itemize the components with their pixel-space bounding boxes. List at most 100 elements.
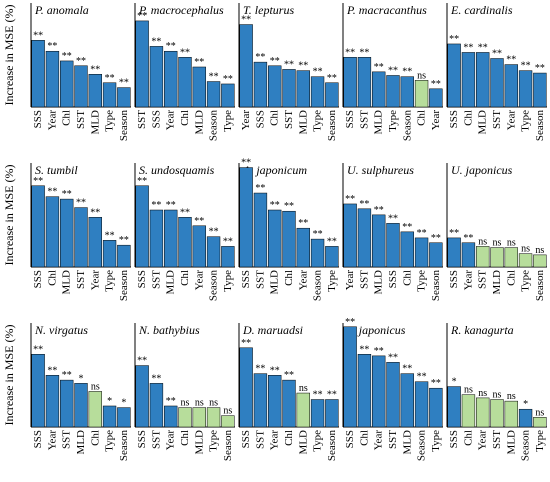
significance-label: ** <box>90 207 100 218</box>
bar-type <box>221 246 235 268</box>
x-tick-label: Season <box>534 270 546 302</box>
significance-label: ** <box>535 63 545 74</box>
bar-type <box>102 405 117 428</box>
chart-panel-6: S. tumbil**SSS**Chl**MLD**SST**Year**Typ… <box>30 163 131 301</box>
bar-year <box>476 397 490 428</box>
x-tick-label: Year <box>193 270 205 291</box>
bar-sss <box>149 46 164 108</box>
x-tick-label: SST <box>491 110 503 129</box>
significance-label: ns <box>464 385 473 396</box>
x-tick-label: SSS <box>387 270 399 288</box>
significance-label: ns <box>91 381 100 392</box>
x-tick-label: Type <box>222 270 234 292</box>
significance-label: ** <box>137 11 147 22</box>
bar-year <box>372 355 386 428</box>
significance-label: * <box>121 398 126 409</box>
bar-sss <box>135 185 149 268</box>
x-tick-label: Year <box>46 110 58 131</box>
x-tick-label: Type <box>520 110 532 132</box>
significance-label: ** <box>151 373 161 384</box>
significance-label: ** <box>76 198 86 209</box>
x-tick-label: SSS <box>150 110 162 128</box>
bar-year <box>296 227 310 268</box>
bar-year <box>239 24 253 108</box>
significance-label: ** <box>180 207 190 218</box>
significance-label: ** <box>137 176 147 187</box>
significance-label: ** <box>105 73 115 84</box>
significance-label: ** <box>151 200 161 211</box>
panel-title: P. macrocephalus <box>138 3 224 17</box>
bar-sss <box>343 326 357 428</box>
bar-chl <box>504 247 518 268</box>
x-tick-label: SST <box>254 270 266 289</box>
bar-season <box>206 81 221 108</box>
bar-chl <box>461 394 476 428</box>
x-tick-label: SST <box>387 430 399 449</box>
bar-year <box>164 405 178 428</box>
significance-label: ** <box>388 213 398 224</box>
chart-panel-5: E. cardinalis ** SSS ** Chl ** MLD ** SST ** Year *… <box>446 3 547 141</box>
significance-label: ** <box>506 55 516 66</box>
significance-label: * <box>523 399 528 410</box>
significance-label: ** <box>313 390 323 401</box>
significance-label: ** <box>388 352 398 363</box>
x-tick-label: Type <box>430 430 442 452</box>
panel-title: T. lepturus <box>243 3 294 17</box>
bar-chl <box>282 379 296 428</box>
significance-label: ** <box>62 51 72 62</box>
bar-chl <box>400 231 414 268</box>
bar-season <box>414 381 429 428</box>
bar-mld <box>164 209 178 268</box>
bar-sss <box>31 40 45 108</box>
chart-panel-13: D. maruadsi**SSS**SST**Year**ChlnsMLD**T… <box>238 323 339 461</box>
x-tick-label: Year <box>46 430 58 451</box>
significance-label: ** <box>345 47 355 58</box>
bar-season <box>533 72 547 108</box>
x-tick-label: Year <box>89 270 101 291</box>
x-tick-label: MLD <box>297 430 309 455</box>
x-tick-label: MLD <box>165 270 177 295</box>
chart-panel-3: T. lepturus**Year**SSS**Chl**SST**MLD**T… <box>238 3 339 141</box>
x-tick-label: Year <box>505 110 517 131</box>
x-tick-label: Chl <box>358 430 370 446</box>
significance-label: ** <box>345 317 355 328</box>
x-tick-label: Chl <box>505 270 517 286</box>
x-tick-label: Year <box>240 110 252 131</box>
panel-title: D. maruadsi <box>242 323 303 337</box>
significance-label: ** <box>284 201 294 212</box>
significance-label: ** <box>90 64 100 75</box>
significance-label: ns <box>507 238 516 249</box>
bar-type <box>310 399 325 428</box>
bar-season <box>400 76 414 108</box>
bar-sst <box>253 373 268 428</box>
bar-type <box>518 253 533 268</box>
bar-mld <box>192 407 206 428</box>
bar-type <box>325 246 339 268</box>
significance-label: ** <box>284 59 294 70</box>
bar-season <box>206 236 221 268</box>
significance-label: ** <box>33 30 43 41</box>
significance-label: ** <box>33 344 43 355</box>
x-tick-label: Chl <box>179 430 191 446</box>
panel-title: T. japonicus <box>347 323 406 337</box>
bar-sst <box>74 207 88 268</box>
bar-mld <box>476 52 490 108</box>
chart-panel-10: U. japonicus ** SSS ** Year ns SST ns MLD ns Chl ns… <box>446 163 547 302</box>
significance-label: ** <box>255 183 265 194</box>
panel-title: P. anomala <box>34 3 89 17</box>
significance-label: ** <box>374 346 384 357</box>
x-tick-label: Year <box>462 270 474 291</box>
x-tick-label: Chl <box>401 270 413 286</box>
significance-label: * <box>79 373 84 384</box>
chart-panel-8: A. japonicum**SSS**SST**MLD**Chl**Year**… <box>238 158 339 301</box>
significance-label: ** <box>478 42 488 53</box>
bar-sst <box>490 58 504 108</box>
panel-title: A. japonicum <box>242 163 307 177</box>
bar-chl <box>414 80 429 108</box>
x-tick-label: Season <box>118 430 130 462</box>
x-tick-label: Chl <box>89 430 101 446</box>
significance-label: ** <box>327 73 337 84</box>
x-tick-label: MLD <box>505 430 517 455</box>
x-tick-label: Season <box>208 110 220 142</box>
bar-season <box>325 399 339 428</box>
